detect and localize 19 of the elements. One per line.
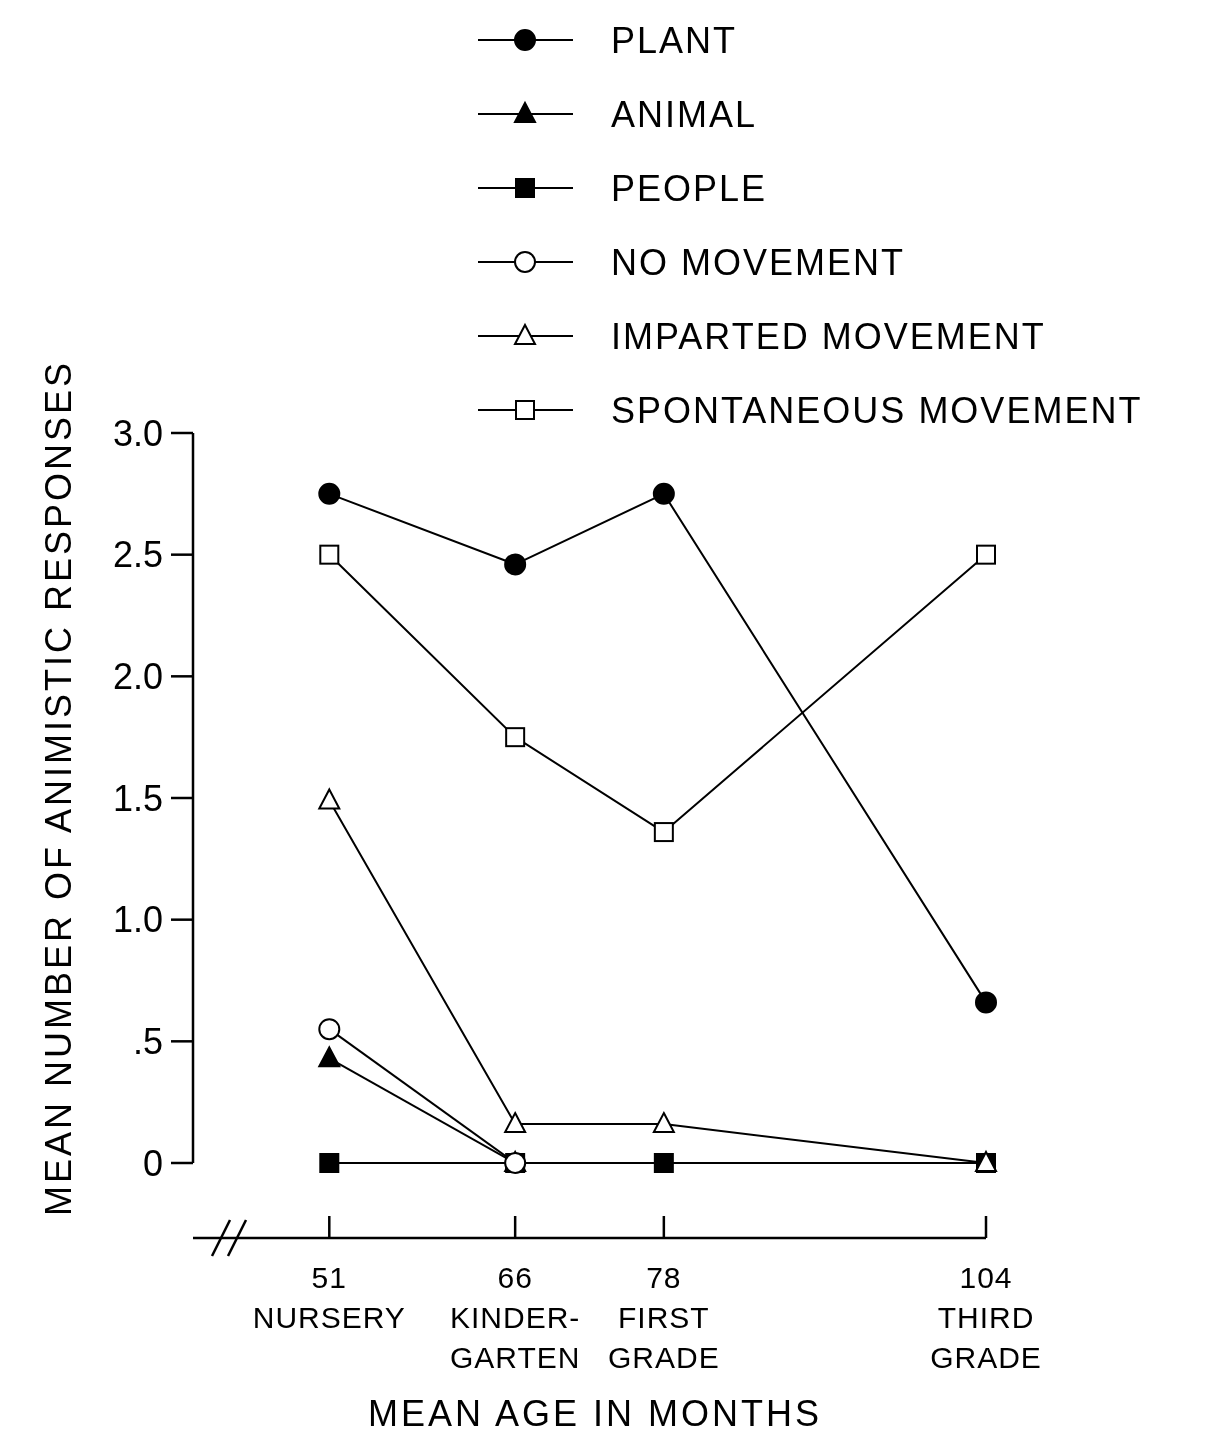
legend-label: ANIMAL xyxy=(611,93,758,135)
y-tick-label: 2.0 xyxy=(112,655,163,697)
legend-label: PEOPLE xyxy=(611,167,768,209)
x-tick-label: 51 NURSERY xyxy=(252,1261,406,1334)
legend-label: NO MOVEMENT xyxy=(611,241,906,283)
y-tick-label: 2.5 xyxy=(112,534,163,576)
x-tick-label: 66 KINDER- GARTEN xyxy=(449,1261,581,1374)
y-tick-label: 1.5 xyxy=(112,777,163,819)
y-tick-label: .5 xyxy=(132,1020,163,1062)
x-tick-label: 104 THIRD GRADE xyxy=(930,1261,1042,1374)
y-axis-title: MEAN NUMBER OF ANIMISTIC RESPONSES xyxy=(37,359,79,1217)
x-axis-title: MEAN AGE IN MONTHS xyxy=(367,1393,823,1434)
legend-label: IMPARTED MOVEMENT xyxy=(611,315,1046,357)
x-tick-label: 78 FIRST GRADE xyxy=(608,1261,720,1374)
y-tick-label: 1.0 xyxy=(112,899,163,941)
y-tick-label: 0 xyxy=(142,1142,163,1184)
y-tick-label: 3.0 xyxy=(112,412,163,454)
legend-label: PLANT xyxy=(611,19,738,61)
legend-label: SPONTANEOUS MOVEMENT xyxy=(611,389,1143,431)
